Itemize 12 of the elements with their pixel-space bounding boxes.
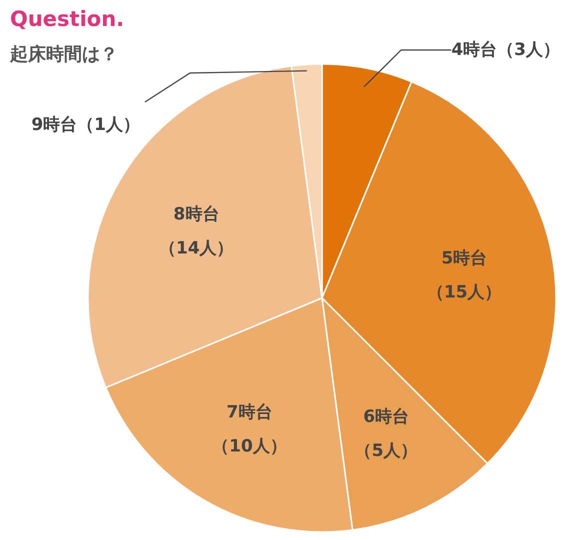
data-label: （5人） xyxy=(354,441,418,462)
chart-title: Question. xyxy=(10,7,124,31)
chart-subtitle: 起床時間は？ xyxy=(9,44,118,65)
slice-label: 9時台（1人） xyxy=(31,115,140,135)
slice-label: 5時台 xyxy=(441,248,488,269)
slice-label: 7時台 xyxy=(226,402,272,423)
slice-label: 8時台 xyxy=(173,204,220,224)
slice-label: 4時台（3人） xyxy=(451,40,560,60)
data-label: （15人） xyxy=(426,282,502,303)
data-label: （10人） xyxy=(212,436,287,457)
data-label: （14人） xyxy=(159,238,234,258)
slice-label: 6時台 xyxy=(363,407,410,428)
